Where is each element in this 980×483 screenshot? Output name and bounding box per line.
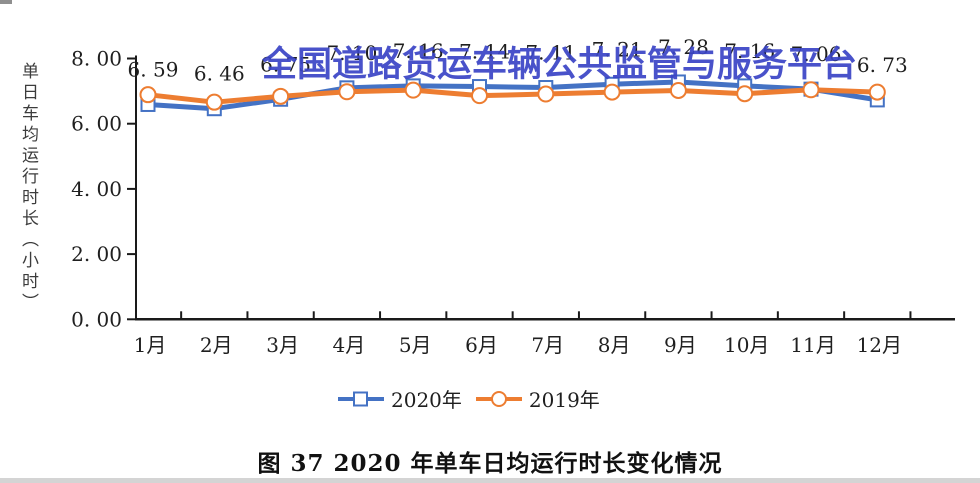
point-label-5月: 7. 16 (393, 39, 444, 63)
y-tick-label: 2. 00 (71, 242, 122, 266)
x-tick-label: 12月 (857, 333, 902, 357)
x-tick-label: 10月 (724, 333, 769, 357)
legend-label-2019: 2019年 (528, 388, 600, 412)
x-tick-label: 9月 (664, 333, 697, 357)
y-tick-label: 0. 00 (71, 307, 122, 331)
x-tick-label: 5月 (399, 333, 432, 357)
x-tick-label: 11月 (790, 333, 835, 357)
point-label-12月: 6. 73 (857, 53, 908, 77)
legend-square-marker-icon (338, 391, 384, 406)
data-point-2019年-9月 (669, 81, 687, 99)
point-label-1月: 6. 59 (128, 57, 179, 81)
scan-artifact-topleft (0, 0, 12, 4)
data-point-2019年-4月 (338, 83, 356, 101)
data-point-2019年-8月 (603, 83, 621, 101)
point-label-3月: 6. 75 (260, 52, 311, 76)
x-tick-label: 3月 (266, 333, 299, 357)
point-label-10月: 7. 16 (724, 39, 775, 63)
point-label-11月: 7. 06 (791, 42, 842, 66)
data-point-2019年-10月 (736, 85, 754, 103)
data-point-2019年-1月 (139, 86, 157, 104)
data-point-2019年-2月 (205, 93, 223, 111)
data-point-2019年-5月 (404, 81, 422, 99)
series-line-2020年 (147, 79, 878, 112)
point-label-2月: 6. 46 (194, 62, 245, 86)
point-label-9月: 7. 28 (658, 35, 709, 59)
x-tick-label: 8月 (598, 333, 631, 357)
chart-legend: 2020年 2019年 (338, 384, 600, 413)
line-chart: 8. 00 6. 00 4. 00 2. 00 0. 00 1月 2月 3月 4月 5月 6月 7月 8… (71, 35, 955, 357)
figure-caption: 图 37 2020 年单车日均运行时长变化情况 (257, 450, 723, 477)
legend-item-2020: 2020年 (338, 384, 462, 413)
x-tick-label: 6月 (465, 333, 498, 357)
x-tick-label: 2月 (200, 333, 233, 357)
series-line-2019年 (147, 87, 878, 105)
point-label-8月: 7. 21 (592, 37, 643, 61)
point-label-6月: 7. 14 (459, 40, 510, 64)
watermark-text: 全国道路货运车辆公共监管与服务平台 (262, 44, 858, 85)
legend-item-2019: 2019年 (475, 384, 600, 413)
x-tick-label: 1月 (134, 333, 167, 357)
data-point-2019年-7月 (537, 85, 555, 103)
y-tick-label: 6. 00 (71, 112, 122, 136)
data-point-2019年-3月 (272, 87, 290, 105)
y-tick-label: 8. 00 (71, 47, 122, 71)
data-point-2019年-12月 (868, 83, 886, 101)
y-axis-title: 单日车均运行时长（小时） (18, 62, 38, 314)
legend-circle-marker-icon (475, 390, 522, 407)
x-tick-label: 7月 (531, 333, 564, 357)
x-tick-label: 4月 (333, 333, 366, 357)
scan-artifact-bottom (0, 478, 980, 483)
data-point-2019年-11月 (802, 81, 820, 99)
y-tick-label: 4. 00 (71, 177, 122, 201)
point-label-7月: 7. 11 (525, 41, 576, 65)
legend-label-2020: 2020年 (391, 388, 462, 412)
data-point-2019年-6月 (471, 87, 488, 105)
point-label-4月: 7. 10 (326, 41, 377, 65)
